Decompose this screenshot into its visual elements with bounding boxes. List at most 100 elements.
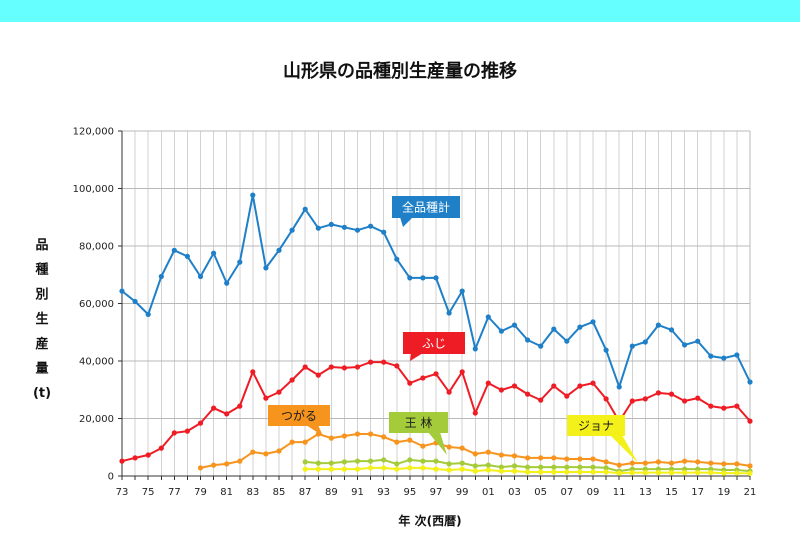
fuji-point-2019 [721, 405, 727, 411]
all-varieties-point-1986 [289, 227, 295, 233]
jonagold-point-2016 [682, 470, 688, 476]
all-varieties-point-1984 [263, 265, 269, 271]
x-tick-label: 13 [639, 487, 652, 498]
all-varieties-point-2008 [577, 324, 583, 330]
all-varieties-point-2012 [629, 343, 635, 349]
all-varieties-series [119, 192, 753, 390]
all-varieties-point-2016 [682, 342, 688, 348]
fuji-point-2000 [472, 410, 478, 416]
jonagold-point-2020 [734, 470, 740, 476]
jonagold-point-2012 [629, 470, 635, 476]
all-varieties-point-2000 [472, 346, 478, 352]
fuji-point-2008 [577, 383, 583, 389]
y-tick-label: 40,000 [79, 357, 114, 368]
plot-axes: 0 20,000 40,000 60,000 80,000 100,000 120,000 7… [73, 127, 757, 499]
y-tick-label: 80,000 [79, 242, 114, 253]
fuji-point-1992 [368, 359, 374, 365]
orin-point-1995 [407, 457, 413, 463]
orin-point-1998 [446, 461, 452, 467]
all-varieties-point-1987 [302, 206, 308, 212]
jonagold-point-1988 [315, 466, 321, 472]
all-varieties-point-1985 [276, 247, 282, 253]
all-varieties-point-2019 [721, 355, 727, 361]
all-varieties-point-2003 [511, 322, 518, 328]
all-varieties-point-2014 [655, 322, 662, 328]
fuji-point-2006 [551, 383, 557, 389]
fuji-point-1990 [341, 365, 347, 371]
jonagold-point-2013 [642, 470, 648, 476]
tsugaru-point-1994 [394, 439, 400, 445]
fuji-point-1973 [119, 458, 125, 464]
orin-point-2005 [538, 464, 544, 470]
fuji-point-2009 [590, 380, 596, 386]
jonagold-callout-pointer [610, 435, 638, 463]
fuji-point-1998 [446, 389, 452, 395]
jonagold-point-2019 [721, 470, 727, 476]
tsugaru-point-2012 [629, 460, 635, 466]
all-varieties-point-1980 [211, 250, 217, 256]
tsugaru-point-2003 [511, 453, 518, 459]
x-tick-label: 91 [351, 487, 364, 498]
jonagold-point-2017 [695, 470, 701, 476]
tsugaru-point-1998 [446, 444, 452, 450]
x-tick-label: 97 [430, 487, 443, 498]
tsugaru-point-1996 [420, 443, 426, 449]
y-tick-label: 0 [108, 472, 114, 483]
all-varieties-point-2009 [590, 319, 596, 325]
all-varieties-callout-pointer [400, 217, 413, 227]
tsugaru-callout-box [268, 405, 330, 426]
fuji-point-1974 [132, 455, 138, 461]
x-axis-label: 年 次(西暦) [398, 513, 461, 528]
fuji-point-1984 [263, 395, 269, 401]
fuji-point-2012 [629, 398, 635, 404]
x-tick-label: 09 [587, 487, 600, 498]
x-tick-label: 03 [508, 487, 521, 498]
orin-point-2007 [564, 464, 570, 470]
tsugaru-point-1990 [341, 433, 347, 439]
jonagold-point-2018 [708, 470, 714, 476]
tsugaru-point-1983 [250, 449, 256, 455]
fuji-point-1978 [184, 428, 190, 434]
orin-callout-label: 王 林 [405, 416, 433, 430]
all-varieties-point-2020 [734, 352, 740, 358]
x-tick-label: 99 [456, 487, 469, 498]
fuji-point-1976 [158, 445, 164, 451]
jonagold-point-1989 [328, 466, 334, 472]
tsugaru-point-1995 [407, 437, 413, 443]
tsugaru-point-2008 [577, 456, 583, 462]
fuji-point-1987 [302, 364, 308, 370]
orin-point-2009 [590, 464, 596, 470]
x-tick-label: 95 [403, 487, 416, 498]
tsugaru-point-1979 [197, 465, 204, 471]
fuji-point-1997 [433, 371, 439, 377]
all-varieties-point-1981 [224, 280, 230, 286]
x-tick-label: 01 [482, 487, 495, 498]
fuji-point-1982 [237, 403, 243, 409]
tsugaru-point-1984 [263, 451, 269, 457]
tsugaru-point-2013 [642, 460, 648, 466]
all-varieties-point-1983 [250, 192, 256, 198]
x-tick-label: 07 [560, 487, 573, 498]
fuji-callout-box [403, 332, 465, 354]
jonagold-callout-label: ジョナ [578, 419, 614, 433]
tsugaru-point-1980 [211, 462, 217, 468]
jonagold-point-2004 [525, 469, 531, 475]
fuji-point-2020 [734, 403, 740, 409]
jonagold-point-1999 [459, 466, 465, 472]
jonagold-point-1987 [302, 466, 308, 472]
fuji-point-2017 [695, 395, 701, 401]
all-varieties-point-2007 [564, 338, 570, 344]
orin-point-1989 [328, 460, 334, 466]
tsugaru-point-1991 [354, 431, 361, 437]
tsugaru-point-2005 [538, 455, 544, 461]
x-tick-label: 93 [377, 487, 390, 498]
fuji-point-1980 [211, 405, 217, 411]
tsugaru-point-2007 [564, 456, 570, 462]
y-tick-label: 20,000 [79, 414, 114, 425]
orin-point-1992 [368, 458, 374, 464]
all-varieties-point-2006 [551, 326, 557, 332]
tsugaru-series [197, 431, 753, 471]
tsugaru-point-2011 [616, 462, 622, 468]
tsugaru-point-1982 [237, 458, 243, 464]
